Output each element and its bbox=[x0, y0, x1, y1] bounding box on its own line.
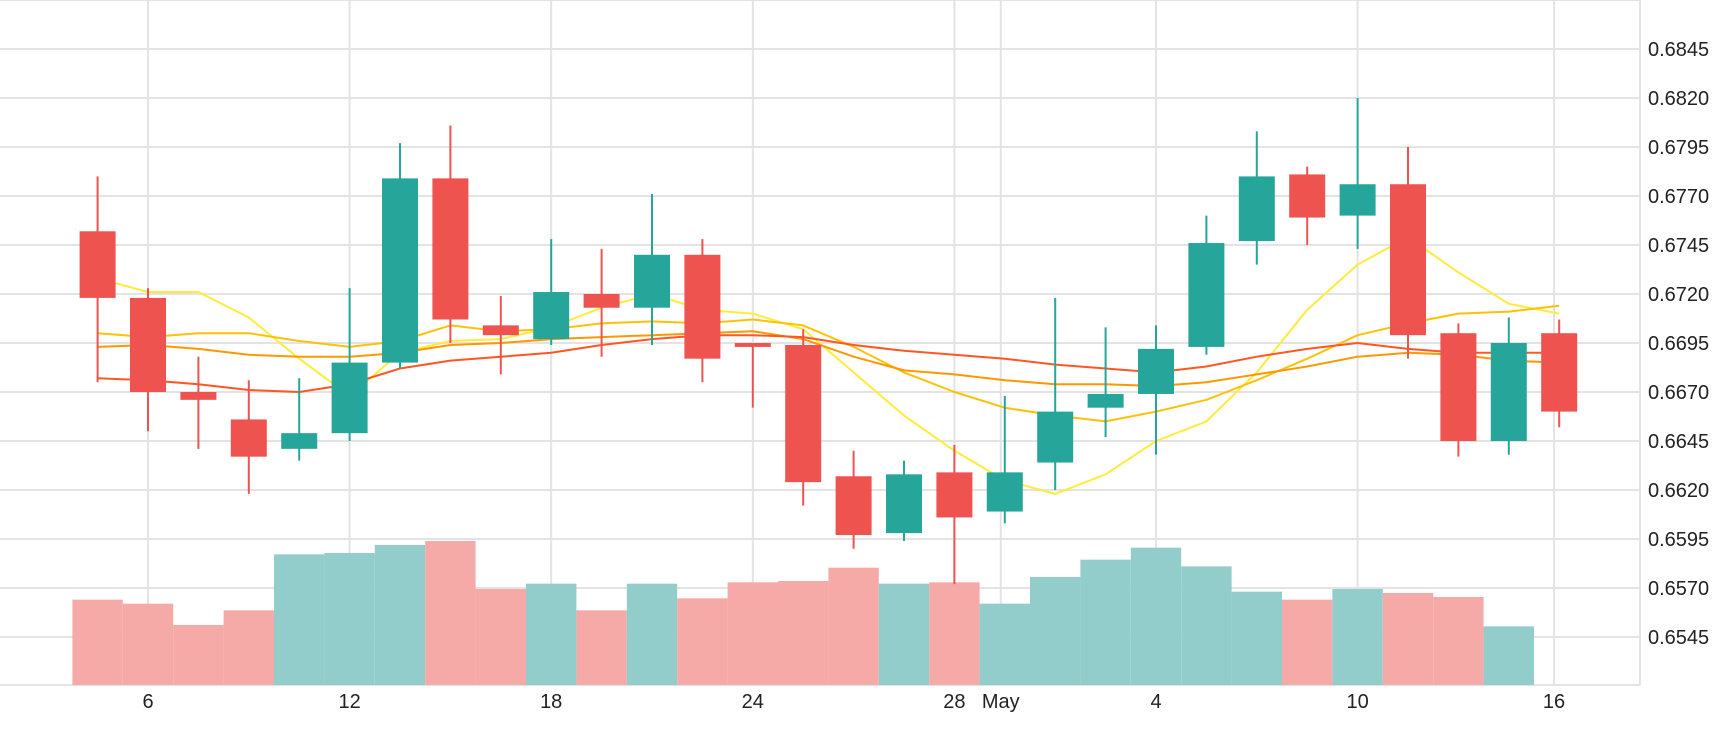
volume-bar bbox=[1433, 597, 1484, 685]
volume-bar bbox=[828, 567, 879, 685]
volume-bar bbox=[576, 610, 627, 685]
candle-body bbox=[785, 344, 822, 483]
volume-bar bbox=[223, 610, 274, 685]
volume-bar bbox=[878, 583, 930, 685]
candle-body bbox=[734, 343, 771, 347]
volume-bar bbox=[526, 583, 577, 685]
x-tick-label: 24 bbox=[742, 691, 764, 713]
y-tick-label: 0.6570 bbox=[1648, 578, 1709, 600]
y-tick-label: 0.6620 bbox=[1648, 480, 1709, 502]
moving-average-line bbox=[97, 304, 1560, 423]
volume-bar bbox=[1483, 626, 1534, 685]
volume-bars bbox=[72, 541, 1534, 685]
candle-body bbox=[382, 178, 418, 363]
moving-average-line bbox=[97, 236, 1560, 495]
x-tick-label: 4 bbox=[1150, 691, 1161, 713]
volume-bar bbox=[979, 603, 1030, 685]
x-tick-label: 12 bbox=[338, 691, 360, 713]
candle-body bbox=[482, 325, 519, 336]
candle-body bbox=[1440, 333, 1477, 441]
candle-body bbox=[130, 297, 166, 392]
y-tick-label: 0.6845 bbox=[1648, 39, 1709, 61]
x-tick-label: 10 bbox=[1346, 691, 1368, 713]
volume-bar bbox=[324, 553, 375, 685]
volume-bar bbox=[72, 599, 123, 685]
candle-body bbox=[1138, 348, 1174, 394]
candle-body bbox=[1541, 333, 1578, 412]
y-tick-label: 0.6595 bbox=[1648, 529, 1709, 551]
candle-body bbox=[1289, 174, 1326, 218]
volume-bar bbox=[475, 589, 526, 685]
x-tick-label: 6 bbox=[142, 691, 153, 713]
candle-body bbox=[180, 392, 217, 400]
y-tick-label: 0.6720 bbox=[1648, 284, 1709, 306]
volume-bar bbox=[374, 545, 426, 685]
candle-body bbox=[331, 362, 368, 434]
volume-bar bbox=[122, 603, 174, 685]
y-axis: 0.6545 0.6570 0.6595 0.6620 0.6645 0.6670 0.66… bbox=[1648, 39, 1709, 649]
moving-average-line bbox=[97, 330, 1560, 388]
candle-body bbox=[432, 178, 469, 320]
y-tick-label: 0.6545 bbox=[1648, 627, 1709, 649]
x-tick-label: May bbox=[982, 691, 1020, 713]
candle-body bbox=[1087, 393, 1124, 408]
volume-bar bbox=[173, 625, 224, 685]
candle-body bbox=[1490, 343, 1527, 441]
candle-body bbox=[1238, 176, 1275, 242]
volume-bar bbox=[778, 581, 829, 685]
y-tick-label: 0.6820 bbox=[1648, 88, 1709, 110]
x-tick-label: 16 bbox=[1543, 691, 1565, 713]
volume-bar bbox=[1181, 566, 1232, 685]
volume-bar bbox=[677, 598, 728, 685]
volume-bar bbox=[1382, 593, 1434, 685]
candle-body bbox=[684, 254, 721, 359]
volume-bar bbox=[1080, 559, 1131, 685]
candle-body bbox=[1037, 411, 1074, 463]
candle-body bbox=[533, 292, 570, 340]
volume-bar bbox=[1231, 591, 1282, 685]
y-tick-label: 0.6795 bbox=[1648, 137, 1709, 159]
candle-body bbox=[230, 419, 267, 457]
candle-body bbox=[1339, 184, 1376, 216]
y-tick-label: 0.6745 bbox=[1648, 235, 1709, 257]
candle-body bbox=[583, 294, 620, 308]
volume-bar bbox=[1332, 589, 1383, 685]
candle-body bbox=[281, 433, 318, 449]
volume-bar bbox=[274, 554, 325, 685]
candle-body bbox=[1390, 184, 1426, 336]
candles bbox=[79, 98, 1578, 585]
candle-body bbox=[886, 474, 922, 534]
candle-body bbox=[986, 472, 1023, 512]
volume-bar bbox=[727, 582, 778, 685]
moving-average-lines bbox=[97, 236, 1560, 495]
volume-bar bbox=[1130, 547, 1182, 685]
y-tick-label: 0.6670 bbox=[1648, 382, 1709, 404]
volume-bar bbox=[1030, 577, 1081, 685]
volume-bar bbox=[929, 582, 980, 685]
candle-body bbox=[936, 472, 973, 518]
y-tick-label: 0.6695 bbox=[1648, 333, 1709, 355]
candle-body bbox=[835, 476, 872, 536]
candle-body bbox=[1188, 243, 1225, 347]
volume-bar bbox=[626, 583, 678, 685]
candle-body bbox=[634, 254, 670, 308]
y-tick-label: 0.6770 bbox=[1648, 186, 1709, 208]
x-tick-label: 18 bbox=[540, 691, 562, 713]
y-tick-label: 0.6645 bbox=[1648, 431, 1709, 453]
volume-bar bbox=[1282, 599, 1333, 685]
candle-body bbox=[79, 231, 116, 298]
volume-bar bbox=[425, 541, 476, 685]
x-tick-label: 28 bbox=[943, 691, 965, 713]
x-axis: 6 12 18 24 28 May 4 10 16 bbox=[142, 691, 1565, 713]
